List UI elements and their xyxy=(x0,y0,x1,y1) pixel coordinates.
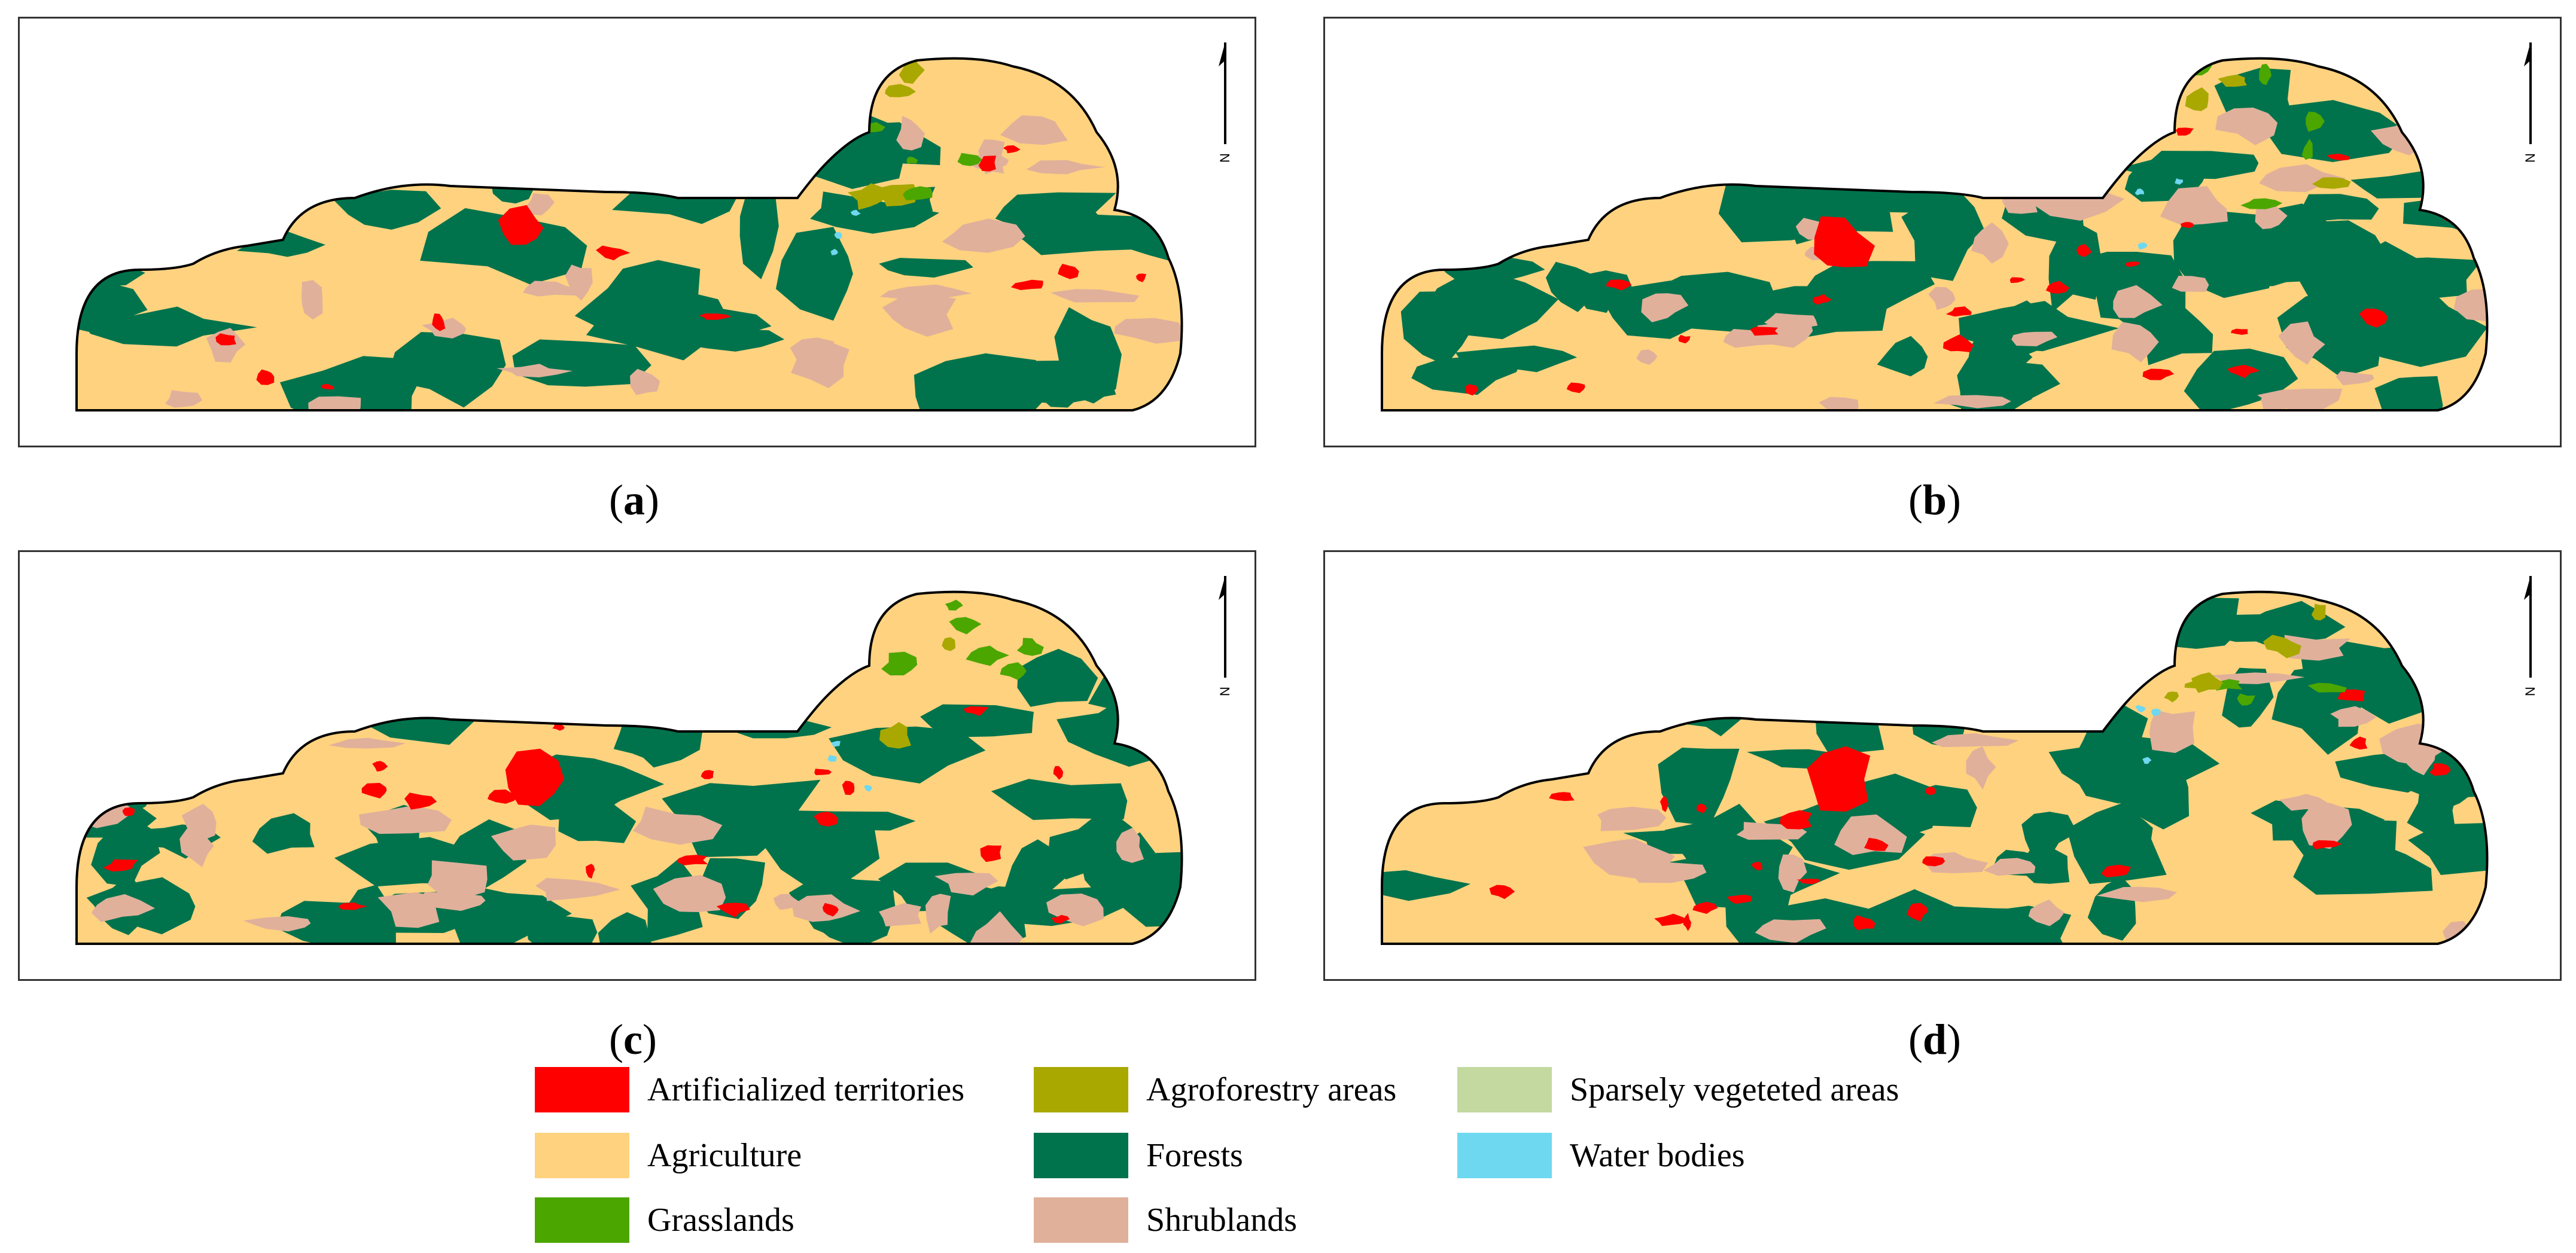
legend-label: Shrublands xyxy=(1146,1202,1297,1239)
legend-forests: Forests xyxy=(1034,1132,1243,1179)
legend-label: Agriculture xyxy=(647,1137,802,1174)
swatch-agriculture xyxy=(535,1133,629,1178)
legend-label: Forests xyxy=(1146,1137,1243,1174)
legend-label: Artificialized territories xyxy=(647,1071,965,1108)
north-arrow: N xyxy=(1216,42,1234,174)
legend-agroforestry: Agroforestry areas xyxy=(1034,1066,1396,1114)
legend-sparse: Sparsely vegeteted areas xyxy=(1457,1066,1899,1114)
legend-shrublands: Shrublands xyxy=(1034,1196,1297,1244)
legend-label: Grasslands xyxy=(647,1202,794,1239)
north-arrow: N xyxy=(2522,576,2540,708)
swatch-sparse xyxy=(1457,1067,1552,1112)
land-cover-map-b xyxy=(1381,57,2489,411)
north-label: N xyxy=(2523,687,2538,696)
north-label: N xyxy=(2523,153,2538,163)
swatch-grasslands xyxy=(535,1197,629,1243)
land-cover-map-a xyxy=(75,57,1183,411)
swatch-forests xyxy=(1034,1133,1128,1178)
caption-b: (b) xyxy=(1908,476,1962,524)
north-arrow: N xyxy=(2522,42,2540,174)
swatch-water xyxy=(1457,1133,1552,1178)
caption-c: (c) xyxy=(609,1016,657,1063)
swatch-shrublands xyxy=(1034,1197,1128,1243)
legend-label: Water bodies xyxy=(1570,1137,1745,1174)
north-label: N xyxy=(1217,153,1232,163)
legend-agriculture: Agriculture xyxy=(535,1132,802,1179)
map-panel-b: N xyxy=(1323,17,2562,447)
legend-label: Sparsely vegeteted areas xyxy=(1570,1071,1899,1108)
caption-d: (d) xyxy=(1908,1016,1962,1063)
north-arrow: N xyxy=(1216,576,1234,708)
land-cover-map-d xyxy=(1381,590,2489,945)
legend-grasslands: Grasslands xyxy=(535,1196,794,1244)
land-cover-map-c xyxy=(75,590,1183,945)
legend-label: Agroforestry areas xyxy=(1146,1071,1397,1108)
swatch-artificialized xyxy=(535,1067,629,1112)
map-panel-d: N xyxy=(1323,550,2562,981)
swatch-agroforestry xyxy=(1034,1067,1128,1112)
map-panel-a: N xyxy=(18,17,1256,447)
map-panel-c: N xyxy=(18,550,1256,981)
legend-water: Water bodies xyxy=(1457,1132,1745,1179)
north-label: N xyxy=(1217,687,1232,696)
caption-a: (a) xyxy=(609,476,659,524)
legend-artificialized: Artificialized territories xyxy=(535,1066,964,1114)
